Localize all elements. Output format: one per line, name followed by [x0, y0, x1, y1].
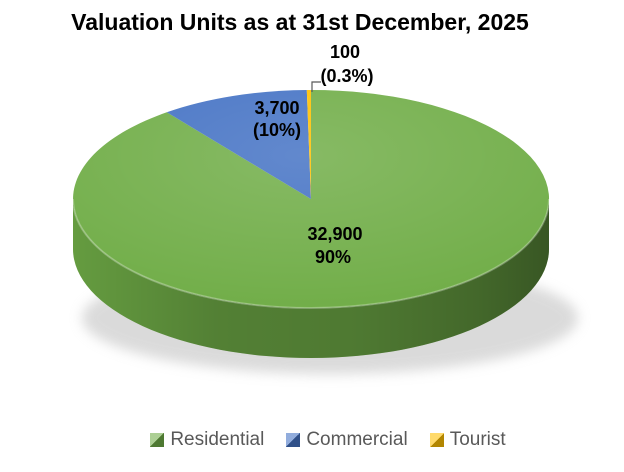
pie-rim-highlight	[72, 198, 550, 309]
label-commercial-percent: (10%)	[252, 120, 302, 140]
label-residential-value: 32,900	[307, 224, 363, 244]
legend-label-tourist: Tourist	[449, 429, 506, 450]
legend-item-residential: Residential	[150, 429, 264, 451]
legend-item-commercial: Commercial	[286, 429, 408, 451]
commercial-swatch-icon	[286, 433, 301, 447]
legend-item-tourist: Tourist	[429, 429, 506, 451]
tourist-swatch-icon	[429, 433, 444, 447]
chart-title: Valuation Units as at 31st December, 202…	[71, 9, 529, 35]
chart-legend: Residential Commercial Tourist	[0, 429, 624, 451]
label-residential-percent: 90%	[314, 247, 352, 267]
label-tourist-percent: (0.3%)	[320, 66, 374, 86]
label-tourist-value: 100	[329, 42, 361, 62]
label-commercial-value: 3,700	[254, 98, 300, 118]
residential-swatch-icon	[150, 433, 165, 447]
pie-top-sheen	[73, 90, 549, 308]
legend-label-commercial: Commercial	[306, 429, 408, 450]
legend-label-residential: Residential	[170, 429, 265, 450]
pie-side-shading	[73, 199, 549, 358]
tourist-leader-line	[311, 81, 321, 92]
